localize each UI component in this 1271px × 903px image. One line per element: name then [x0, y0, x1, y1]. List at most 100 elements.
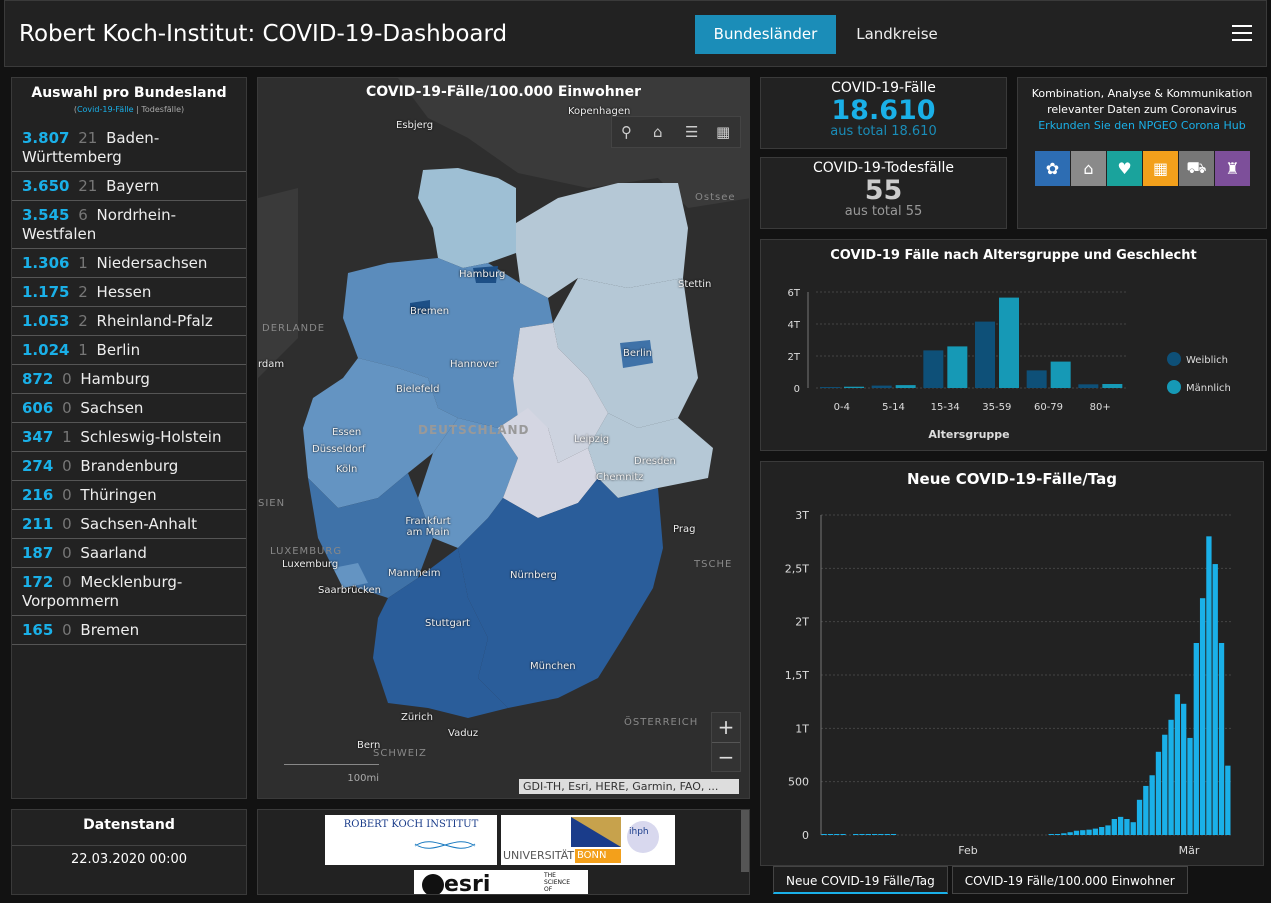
home-icon[interactable]: ⌂ [653, 123, 663, 141]
daily-bar[interactable] [1199, 598, 1206, 835]
age-bar[interactable] [923, 350, 944, 388]
daily-bar[interactable] [1212, 564, 1218, 835]
uni-bonn-logo[interactable]: UNIVERSITÄT BONN ihph [501, 815, 675, 865]
rki-logo[interactable]: ROBERT KOCH INSTITUT [325, 815, 497, 865]
daily-bar[interactable] [1162, 734, 1168, 835]
daily-bar[interactable] [853, 834, 859, 835]
row-state-name: Rheinland-Pfalz [96, 312, 213, 330]
daily-bar[interactable] [871, 834, 878, 835]
daily-bar[interactable] [827, 834, 834, 835]
daily-bar[interactable] [1092, 828, 1099, 835]
daily-bar[interactable] [1080, 830, 1086, 835]
daily-bar[interactable] [821, 834, 827, 835]
bundesland-row[interactable]: 347 1 Schleswig-Holstein [12, 423, 246, 452]
daily-bar[interactable] [1225, 765, 1231, 835]
search-icon[interactable]: ⚲ [621, 123, 632, 141]
daily-bar[interactable] [1206, 536, 1212, 835]
daily-bar[interactable] [840, 834, 846, 835]
tab-landkreise-button[interactable]: Landkreise [856, 25, 938, 43]
bundesland-row[interactable]: 3.650 21 Bayern [12, 172, 246, 201]
bundesland-row[interactable]: 3.807 21 Baden-Württemberg [12, 124, 246, 172]
bundesland-row[interactable]: 1.175 2 Hessen [12, 278, 246, 307]
daily-bar[interactable] [1086, 829, 1092, 835]
list-title: Auswahl pro Bundesland [31, 85, 227, 101]
daily-bar[interactable] [1149, 775, 1155, 835]
daily-bar[interactable] [1061, 833, 1067, 835]
age-bar[interactable] [975, 321, 995, 388]
daily-bar[interactable] [1117, 816, 1124, 835]
bundesland-row[interactable]: 172 0 Mecklenburg-Vorpommern [12, 568, 246, 616]
plant-icon[interactable]: ✿ [1035, 151, 1070, 186]
tab-new-cases-per-day[interactable]: Neue COVID-19 Fälle/Tag [773, 866, 948, 894]
daily-bar[interactable] [1187, 737, 1193, 835]
zoom-in-button[interactable]: + [717, 715, 735, 739]
daily-bar[interactable] [1111, 819, 1117, 835]
daily-bar[interactable] [865, 834, 871, 835]
state-mecklenburg [516, 183, 688, 298]
list-icon[interactable]: ☰ [685, 123, 699, 141]
daily-bar[interactable] [859, 834, 865, 835]
daily-bar[interactable] [1174, 694, 1181, 835]
map-title: COVID-19-Fälle/100.000 Einwohner [365, 84, 642, 100]
map-panel[interactable]: COVID-19-Fälle/100.000 Einwohner [257, 77, 750, 799]
hamburger-menu-icon[interactable] [1232, 25, 1252, 43]
age-bar[interactable] [871, 385, 892, 388]
daily-bar[interactable] [1048, 834, 1054, 835]
daily-bar[interactable] [1130, 822, 1136, 835]
daily-bar[interactable] [878, 834, 884, 835]
bundesland-row[interactable]: 187 0 Saarland [12, 539, 246, 568]
daily-bar[interactable] [1155, 751, 1162, 835]
map-attribution[interactable]: GDI-TH, Esri, HERE, Garmin, FAO, ... [519, 779, 739, 794]
tab-bundeslaender-button[interactable]: Bundesländer [695, 15, 836, 54]
daily-bar[interactable] [1181, 703, 1187, 835]
daily-bar[interactable] [1136, 799, 1143, 835]
daily-bar[interactable] [1218, 643, 1225, 835]
age-bar[interactable] [1050, 361, 1071, 388]
npgeo-icon-strip[interactable]: ✿ ⌂ ♥ ▦ ⛟ ♜ [1035, 151, 1251, 186]
daily-bar[interactable] [1099, 827, 1105, 835]
bundesland-row[interactable]: 872 0 Hamburg [12, 365, 246, 394]
bundesland-row[interactable]: 3.545 6 Nordrhein-Westfalen [12, 201, 246, 249]
daily-bar[interactable] [884, 834, 890, 835]
tab-cases-per-100k[interactable]: COVID-19 Fälle/100.000 Einwohner [951, 866, 1188, 894]
map-canvas[interactable] [258, 78, 750, 799]
map-label-stuttgart: Stuttgart [425, 618, 470, 629]
grid-icon[interactable]: ▦ [716, 123, 731, 141]
age-bar[interactable] [999, 297, 1019, 388]
age-bar[interactable] [947, 346, 968, 388]
bundesland-row[interactable]: 1.306 1 Niedersachsen [12, 249, 246, 278]
age-bar[interactable] [844, 386, 864, 388]
age-bar[interactable] [820, 387, 840, 388]
daily-bar[interactable] [1143, 785, 1149, 835]
daily-bar[interactable] [1054, 834, 1061, 835]
bundesland-row[interactable]: 1.053 2 Rheinland-Pfalz [12, 307, 246, 336]
esri-logo[interactable]: esri THE SCIENCE OF [414, 870, 588, 894]
age-bar[interactable] [1102, 384, 1123, 388]
bundesland-row[interactable]: 1.024 1 Berlin [12, 336, 246, 365]
age-bar[interactable] [1026, 370, 1047, 388]
daily-bar[interactable] [834, 834, 840, 835]
daily-bar[interactable] [1105, 825, 1111, 835]
age-bar[interactable] [895, 385, 916, 388]
bundesland-row[interactable]: 216 0 Thüringen [12, 481, 246, 510]
bundesland-row[interactable]: 606 0 Sachsen [12, 394, 246, 423]
daily-bar[interactable] [890, 834, 897, 835]
map-scale: 100mi [284, 764, 379, 784]
daily-bar[interactable] [1124, 819, 1130, 835]
daily-bar[interactable] [1067, 832, 1073, 835]
bundesland-row[interactable]: 274 0 Brandenburg [12, 452, 246, 481]
buildings-icon[interactable]: ▦ [1143, 151, 1178, 186]
age-bar[interactable] [1078, 384, 1099, 388]
daily-bar[interactable] [1168, 719, 1174, 835]
npgeo-link[interactable]: Erkunden Sie den NPGEO Corona Hub [1038, 119, 1246, 132]
bundesland-row[interactable]: 165 0 Bremen [12, 616, 246, 645]
zoom-out-button[interactable]: − [712, 742, 740, 771]
health-icon[interactable]: ♥ [1107, 151, 1142, 186]
daily-bar[interactable] [1193, 643, 1199, 835]
daily-bar[interactable] [1073, 830, 1080, 835]
car-icon[interactable]: ⛟ [1179, 151, 1214, 186]
bundesland-row[interactable]: 211 0 Sachsen-Anhalt [12, 510, 246, 539]
logos-scrollbar[interactable] [741, 810, 749, 872]
bell-icon[interactable]: ♜ [1215, 151, 1250, 186]
location-icon[interactable]: ⌂ [1071, 151, 1106, 186]
